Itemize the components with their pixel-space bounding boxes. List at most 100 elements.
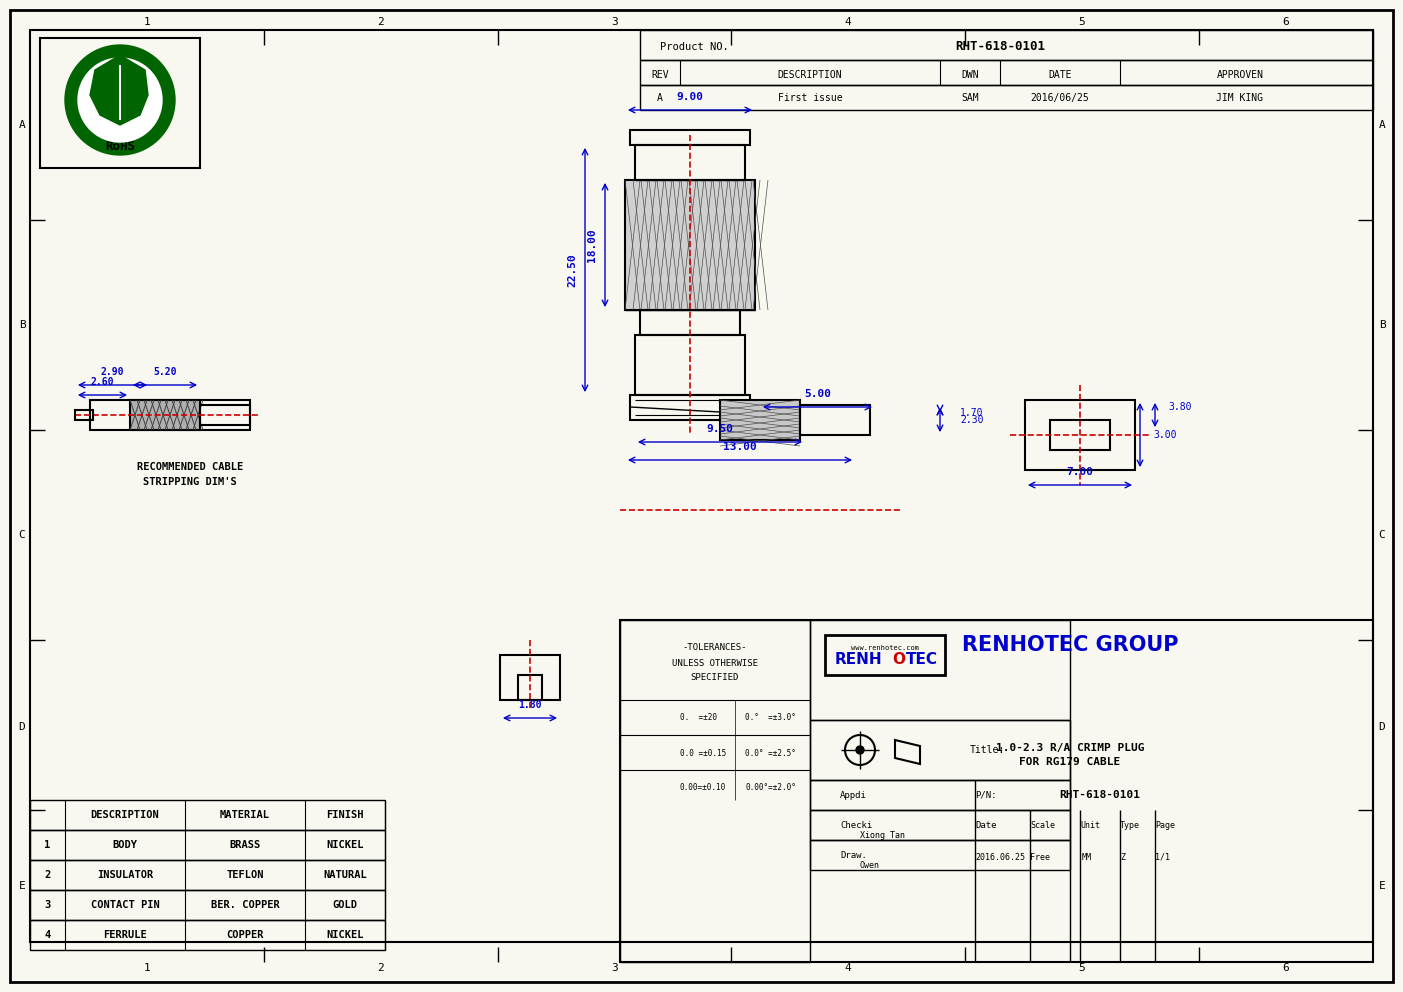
Bar bbox=[636, 145, 745, 180]
Bar bbox=[810, 720, 1070, 780]
Text: BER. COPPER: BER. COPPER bbox=[210, 900, 279, 910]
Text: 9.50: 9.50 bbox=[707, 424, 734, 434]
Text: 0.°  =±3.0°: 0.° =±3.0° bbox=[745, 713, 796, 722]
Bar bbox=[518, 675, 542, 700]
Bar bbox=[810, 810, 1070, 840]
Text: BODY: BODY bbox=[112, 840, 137, 850]
Text: 3: 3 bbox=[612, 17, 617, 27]
Text: MM: MM bbox=[1082, 852, 1092, 861]
Text: Checki: Checki bbox=[840, 820, 873, 829]
Text: Appdi: Appdi bbox=[840, 791, 867, 800]
Text: INSULATOR: INSULATOR bbox=[97, 870, 153, 880]
Text: STRIPPING DIM'S: STRIPPING DIM'S bbox=[143, 477, 237, 487]
Bar bbox=[29, 920, 384, 950]
Text: DESCRIPTION: DESCRIPTION bbox=[91, 810, 160, 820]
Bar bbox=[1026, 400, 1135, 470]
Text: SAM: SAM bbox=[961, 93, 979, 103]
Text: GOLD: GOLD bbox=[333, 900, 358, 910]
Bar bbox=[620, 620, 810, 962]
Text: 6: 6 bbox=[1282, 17, 1289, 27]
Text: Page: Page bbox=[1155, 820, 1174, 829]
Bar bbox=[201, 405, 250, 425]
Text: O: O bbox=[892, 653, 905, 668]
Text: 3: 3 bbox=[612, 963, 617, 973]
Text: First issue: First issue bbox=[777, 93, 842, 103]
Bar bbox=[130, 400, 201, 430]
Text: Free: Free bbox=[1030, 852, 1049, 861]
Bar bbox=[630, 395, 751, 420]
Text: NICKEL: NICKEL bbox=[327, 840, 363, 850]
Text: FERRULE: FERRULE bbox=[104, 930, 147, 940]
Text: 4: 4 bbox=[45, 930, 51, 940]
Text: 1/1: 1/1 bbox=[1155, 852, 1170, 861]
Bar bbox=[810, 620, 1070, 720]
Text: TEC: TEC bbox=[906, 653, 939, 668]
Text: 2: 2 bbox=[377, 963, 384, 973]
Text: 3.80: 3.80 bbox=[1169, 402, 1191, 412]
Text: BRASS: BRASS bbox=[229, 840, 261, 850]
Bar bbox=[41, 38, 201, 168]
Text: Title:: Title: bbox=[969, 745, 1006, 755]
Bar bbox=[640, 60, 1374, 85]
Text: Z: Z bbox=[1120, 852, 1125, 861]
Bar bbox=[640, 310, 739, 335]
Bar bbox=[810, 780, 1070, 810]
Text: Date: Date bbox=[975, 820, 996, 829]
Text: 22.50: 22.50 bbox=[567, 253, 577, 287]
Text: 0.  =±20: 0. =±20 bbox=[680, 713, 717, 722]
Circle shape bbox=[79, 58, 161, 142]
Bar bbox=[74, 410, 93, 420]
Text: 13.00: 13.00 bbox=[723, 442, 756, 452]
Text: RENHOTEC GROUP: RENHOTEC GROUP bbox=[961, 635, 1179, 655]
Text: Product NO.: Product NO. bbox=[659, 42, 728, 52]
Text: FINISH: FINISH bbox=[327, 810, 363, 820]
Text: 1: 1 bbox=[143, 17, 150, 27]
Text: Unit: Unit bbox=[1080, 820, 1100, 829]
Bar bbox=[630, 130, 751, 145]
Bar bbox=[640, 85, 1374, 110]
Text: 2: 2 bbox=[45, 870, 51, 880]
Text: 0.0° =±2.5°: 0.0° =±2.5° bbox=[745, 749, 796, 758]
Text: REV: REV bbox=[651, 70, 669, 80]
Text: 9.00: 9.00 bbox=[676, 92, 703, 102]
Text: A: A bbox=[1379, 120, 1385, 130]
Circle shape bbox=[856, 746, 864, 754]
Text: 1.80: 1.80 bbox=[518, 700, 542, 710]
Text: DWN: DWN bbox=[961, 70, 979, 80]
Text: DESCRIPTION: DESCRIPTION bbox=[777, 70, 842, 80]
Text: 0.0 =±0.15: 0.0 =±0.15 bbox=[680, 749, 727, 758]
Text: FOR RG179 CABLE: FOR RG179 CABLE bbox=[1020, 757, 1121, 767]
Text: 2.60: 2.60 bbox=[91, 377, 114, 387]
Text: A: A bbox=[657, 93, 664, 103]
Bar bbox=[29, 890, 384, 920]
Bar bbox=[720, 400, 800, 440]
Text: 5.20: 5.20 bbox=[153, 367, 177, 377]
Text: 1: 1 bbox=[45, 840, 51, 850]
Text: 6: 6 bbox=[1282, 963, 1289, 973]
Text: A: A bbox=[18, 120, 25, 130]
Text: UNLESS OTHERWISE: UNLESS OTHERWISE bbox=[672, 659, 758, 668]
Text: 5.00: 5.00 bbox=[804, 389, 831, 399]
Text: RECOMMENDED CABLE: RECOMMENDED CABLE bbox=[137, 462, 243, 472]
Bar bbox=[800, 405, 870, 435]
Bar bbox=[640, 30, 1374, 60]
Text: 0.00°=±2.0°: 0.00°=±2.0° bbox=[745, 784, 796, 793]
Text: Xiong Tan: Xiong Tan bbox=[860, 831, 905, 840]
Text: 3: 3 bbox=[45, 900, 51, 910]
Text: 2: 2 bbox=[377, 17, 384, 27]
Text: 1.70: 1.70 bbox=[960, 408, 984, 418]
Text: DATE: DATE bbox=[1048, 70, 1072, 80]
Text: www.renhotec.com: www.renhotec.com bbox=[852, 645, 919, 651]
Text: 1.0-2.3 R/A CRIMP PLUG: 1.0-2.3 R/A CRIMP PLUG bbox=[996, 743, 1145, 753]
Bar bbox=[90, 400, 250, 430]
Text: 2016.06.25: 2016.06.25 bbox=[975, 852, 1026, 861]
Text: D: D bbox=[18, 722, 25, 732]
Circle shape bbox=[65, 45, 175, 155]
Text: 4: 4 bbox=[845, 963, 852, 973]
Bar bbox=[624, 180, 755, 310]
Text: TEFLON: TEFLON bbox=[226, 870, 264, 880]
Text: 2.30: 2.30 bbox=[960, 415, 984, 425]
Text: 3.00: 3.00 bbox=[1153, 430, 1177, 440]
Text: 5: 5 bbox=[1079, 17, 1086, 27]
Text: CONTACT PIN: CONTACT PIN bbox=[91, 900, 160, 910]
